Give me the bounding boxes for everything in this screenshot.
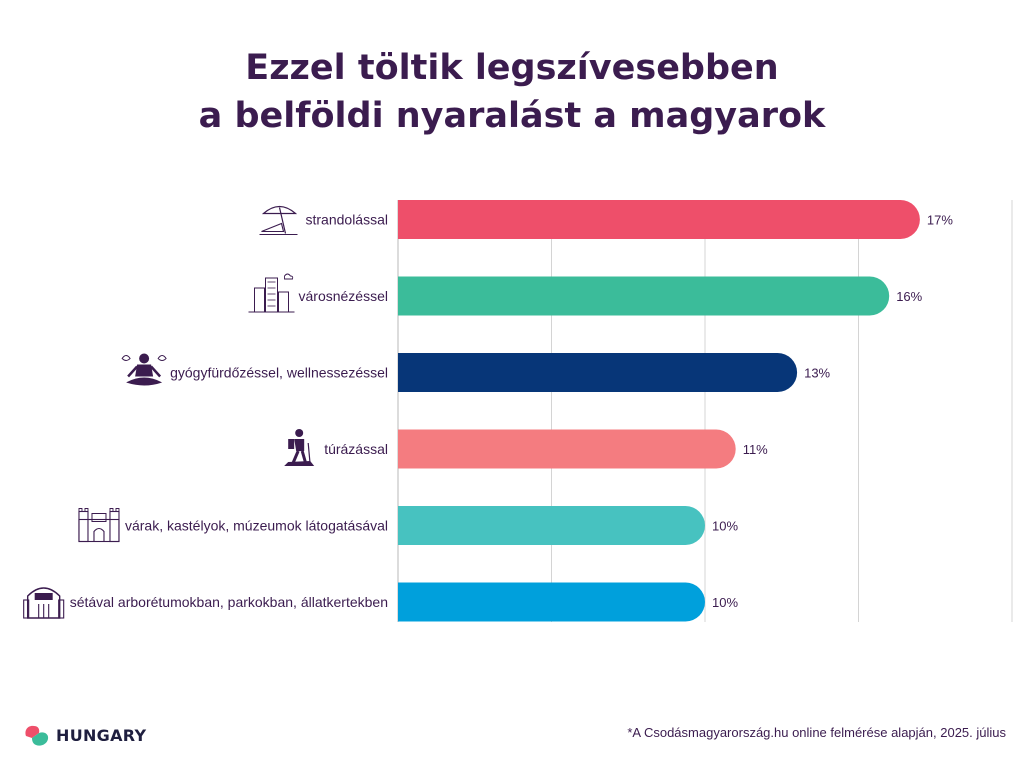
city-buildings-icon (248, 273, 295, 313)
value-label: 13% (804, 366, 830, 381)
logo-text: HUNGARY (56, 725, 147, 745)
bar (398, 429, 736, 469)
category-labels: strandolással városnézéssel gyógyfürdőzéss… (70, 212, 388, 611)
chart-title: Ezzel töltik legszívesebben a belföldi n… (0, 44, 1024, 140)
category-label: sétával arborétumokban, parkokban, állat… (70, 594, 388, 610)
category-label: túrázással (324, 441, 388, 457)
bar (398, 582, 705, 622)
value-label: 10% (712, 595, 738, 610)
value-labels: 17% 16% 13% 11% 10% 10% (712, 213, 953, 611)
value-label: 17% (927, 213, 953, 228)
title-line-1: Ezzel töltik legszívesebben (245, 48, 779, 88)
bar-chart: strandolással városnézéssel gyógyfürdőzéss… (23, 200, 1013, 622)
category-label: gyógyfürdőzéssel, wellnessezéssel (170, 365, 388, 381)
value-label: 10% (712, 519, 738, 534)
bar (398, 506, 705, 545)
meditation-icon (121, 353, 167, 386)
category-icons (23, 205, 315, 619)
logo-mark-icon (25, 725, 49, 746)
castle-icon (78, 508, 120, 543)
category-label: városnézéssel (299, 288, 389, 304)
bars (398, 200, 920, 622)
hiker-icon (284, 429, 315, 466)
zoo-gate-icon (23, 587, 65, 619)
bar (398, 200, 920, 239)
grid-lines (397, 200, 1013, 622)
category-label: strandolással (306, 212, 389, 228)
category-label: várak, kastélyok, múzeumok látogatásával (125, 518, 388, 534)
bar (398, 276, 890, 316)
value-label: 16% (896, 289, 922, 304)
value-label: 11% (743, 442, 768, 457)
hungary-logo: HUNGARY (22, 720, 146, 750)
bar (398, 353, 798, 392)
title-line-2: a belföldi nyaralást a magyarok (198, 96, 826, 136)
beach-umbrella-icon (259, 205, 298, 235)
footnote: *A Csodásmagyarország.hu online felmérés… (627, 725, 1006, 740)
